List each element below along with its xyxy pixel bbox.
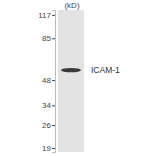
- tick: 34: [42, 101, 55, 110]
- tick-mark: [52, 15, 55, 16]
- tick: 117: [38, 11, 55, 20]
- band: [61, 68, 81, 72]
- tick-label: 85: [42, 34, 51, 43]
- y-axis: 19 26 34 48 85 117: [38, 11, 55, 154]
- tick-mark: [52, 105, 55, 106]
- bands: [61, 68, 81, 72]
- tick-label: 48: [42, 76, 51, 85]
- tick-mark: [52, 38, 55, 39]
- band-label: ICAM-1: [91, 65, 120, 75]
- tick: 26: [42, 121, 55, 130]
- axis-line: [52, 11, 56, 153]
- tick: 85: [42, 34, 55, 43]
- tick: 19: [42, 144, 55, 153]
- lane: [58, 10, 84, 152]
- tick-mark: [52, 80, 55, 81]
- tick: 48: [42, 76, 55, 85]
- tick-label: 117: [38, 11, 51, 20]
- tick-mark: [52, 148, 55, 149]
- axis-title: (kD): [64, 1, 79, 10]
- chart: ICAM-1 19 26 34 48 85 117 (kD): [0, 0, 156, 156]
- tick-label: 26: [42, 121, 51, 130]
- tick-label: 34: [42, 101, 51, 110]
- tick-label: 19: [42, 144, 51, 153]
- tick-mark: [52, 125, 55, 126]
